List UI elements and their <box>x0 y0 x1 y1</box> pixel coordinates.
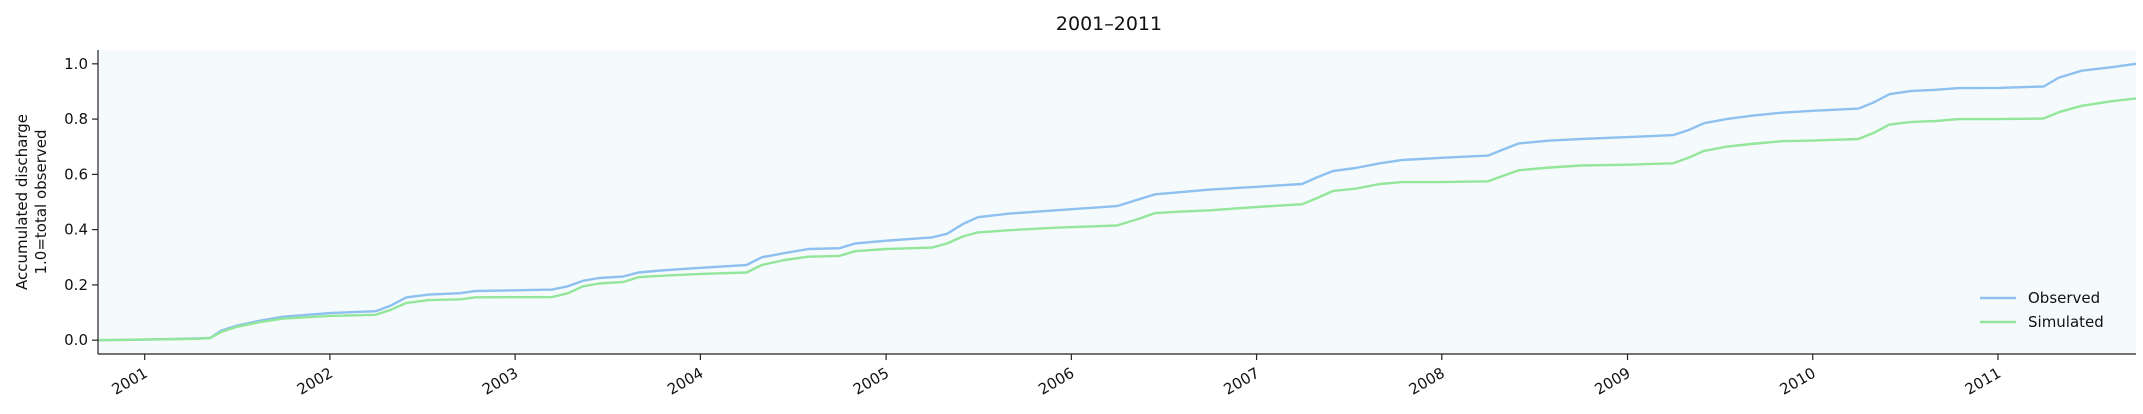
y-tick-label: 0.8 <box>64 110 88 128</box>
x-tick-label: 2003 <box>479 364 521 399</box>
y-axis-label-line-1: Accumulated discharge <box>13 114 31 290</box>
y-tick-label: 0.2 <box>64 276 88 294</box>
x-tick-label: 2001 <box>109 364 151 399</box>
x-tick-label: 2010 <box>1777 364 1819 399</box>
series-layer <box>97 62 2137 342</box>
y-axis-label: Accumulated discharge 1.0=total observed <box>13 114 50 290</box>
x-tick-label: 2002 <box>294 364 336 399</box>
x-ticks: 2001 2002 2003 2004 2005 2006 2007 2008 2009 2010… <box>109 354 2004 399</box>
x-tick-label: 2004 <box>664 364 706 399</box>
legend: Observed Simulated <box>1980 289 2104 331</box>
legend-label-observed: Observed <box>2028 289 2100 307</box>
x-tick-label: 2008 <box>1406 364 1448 399</box>
x-tick-label: 2007 <box>1220 364 1262 399</box>
y-axis-label-line-2: 1.0=total observed <box>32 129 50 274</box>
series-line-simulated <box>97 97 2137 342</box>
legend-label-simulated: Simulated <box>2028 313 2104 331</box>
y-tick-label: 0.0 <box>64 331 88 349</box>
x-tick-label: 2009 <box>1591 364 1633 399</box>
series-line-observed <box>97 62 2137 342</box>
y-tick-label: 0.6 <box>64 165 88 183</box>
y-ticks: 0.0 0.2 0.4 0.6 0.8 1.0 <box>64 55 98 349</box>
x-tick-label: 2005 <box>850 364 892 399</box>
x-tick-label: 2006 <box>1035 364 1077 399</box>
chart-title: 2001–2011 <box>1056 13 1162 35</box>
plot-area <box>98 50 2136 354</box>
y-tick-label: 0.4 <box>64 221 88 239</box>
x-tick-label: 2011 <box>1962 364 2004 399</box>
y-tick-label: 1.0 <box>64 55 88 73</box>
